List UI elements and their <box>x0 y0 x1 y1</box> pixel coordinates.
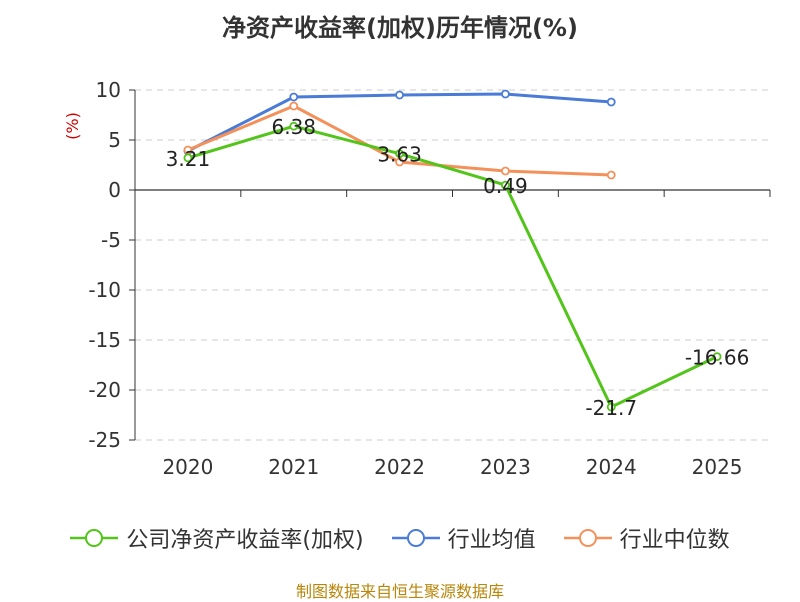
legend-swatch-green <box>70 529 119 547</box>
data-label: 3.63 <box>377 143 422 167</box>
axes: 10 5 0 -5 -10 -15 -20 -25 2020 2021 2022 2023 2024 20… <box>88 78 771 479</box>
data-label: 0.49 <box>483 174 528 198</box>
data-point[interactable] <box>606 170 616 180</box>
series-line <box>187 124 718 409</box>
x-tick-label: 2023 <box>480 455 531 479</box>
data-point[interactable] <box>606 402 616 412</box>
data-label: 6.38 <box>271 115 316 139</box>
x-tick-label: 2021 <box>268 455 319 479</box>
data-point[interactable] <box>395 90 404 100</box>
y-axis-unit-label: (%) <box>63 112 82 140</box>
data-labels: 3.21 6.38 3.63 0.49 -21.7 -16.66 <box>166 115 750 420</box>
chart-title: 净资产收益率(加权)历年情况(%) <box>222 14 578 42</box>
data-point[interactable] <box>712 352 722 362</box>
legend-label-company-roe: 公司净资产收益率(加权) <box>126 528 364 553</box>
x-tick-label: 2024 <box>586 455 637 479</box>
data-point[interactable] <box>501 89 510 99</box>
data-point[interactable] <box>289 101 299 111</box>
y-tick-label: -20 <box>88 378 121 402</box>
grid-lines <box>135 89 770 441</box>
source-note: 制图数据来自恒生聚源数据库 <box>295 582 504 601</box>
legend-label-industry-median: 行业中位数 <box>619 528 730 553</box>
legend-item-industry-median[interactable]: 行业中位数 <box>563 522 730 554</box>
y-tick-label: 10 <box>96 78 121 102</box>
y-tick-label: -5 <box>101 228 121 252</box>
y-tick-label: 5 <box>108 128 121 152</box>
data-point[interactable] <box>606 97 616 107</box>
data-point[interactable] <box>289 121 299 131</box>
legend-item-company-roe[interactable]: 公司净资产收益率(加权) <box>70 522 364 554</box>
data-point[interactable] <box>395 149 404 159</box>
x-tick-label: 2025 <box>692 455 743 479</box>
series-lines <box>183 89 722 412</box>
data-point[interactable] <box>501 180 510 190</box>
data-point[interactable] <box>289 92 299 102</box>
x-tick-label: 2022 <box>374 455 425 479</box>
data-label: 3.21 <box>166 147 211 171</box>
y-tick-label: 0 <box>108 178 121 202</box>
data-point[interactable] <box>395 157 404 167</box>
data-label: -16.66 <box>685 346 749 370</box>
legend-item-industry-mean[interactable]: 行业均值 <box>391 522 536 554</box>
legend-swatch-orange <box>563 529 612 547</box>
data-point[interactable] <box>501 166 510 176</box>
data-label: -21.7 <box>585 396 637 420</box>
x-tick-label: 2020 <box>162 455 213 479</box>
legend: 公司净资产收益率(加权) 行业均值 行业中位数 <box>0 518 800 558</box>
y-tick-label: -15 <box>88 328 121 352</box>
y-tick-label: -10 <box>88 278 121 302</box>
legend-swatch-blue <box>391 529 440 547</box>
data-point[interactable] <box>183 153 193 163</box>
legend-label-industry-mean: 行业均值 <box>447 528 536 553</box>
y-tick-label: -25 <box>88 428 121 452</box>
